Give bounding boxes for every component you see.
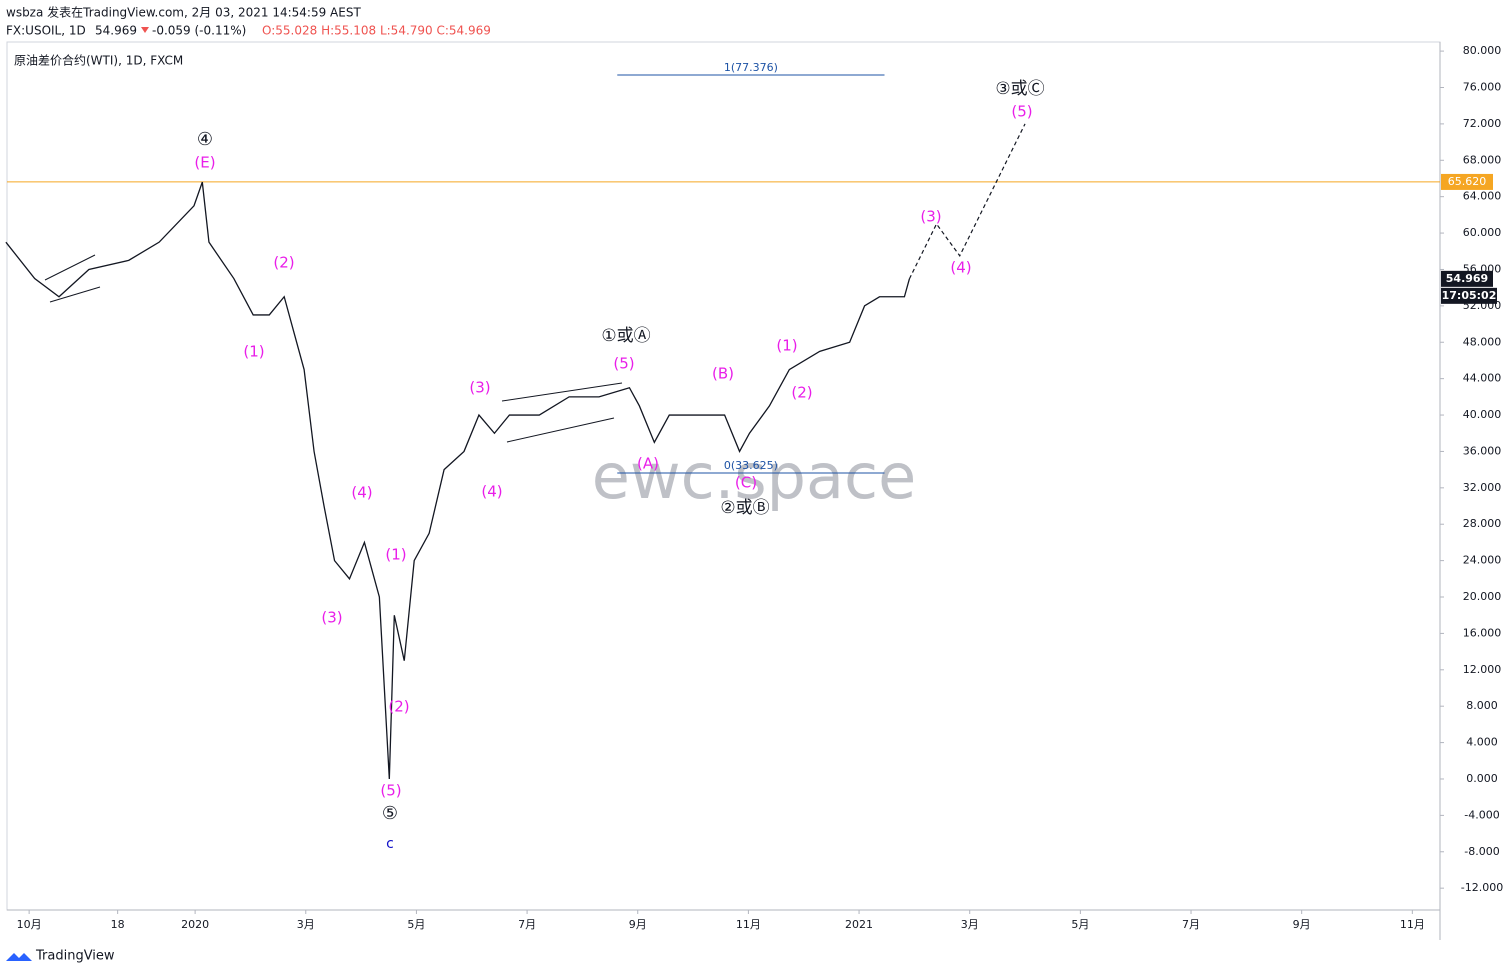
wedge-line (506, 417, 615, 443)
wave-label: (4) (950, 259, 971, 277)
x-tick-label: 7月 (518, 918, 536, 931)
y-tick-label: 80.000 (1463, 44, 1502, 57)
wedge-line (49, 286, 101, 303)
x-tick-label: 5月 (407, 918, 425, 931)
wave-label: (1) (385, 546, 406, 564)
wedges (44, 254, 623, 443)
x-tick-label: 9月 (1293, 918, 1311, 931)
wave-label: (1) (243, 343, 264, 361)
y-tick-label: 12.000 (1463, 663, 1502, 676)
wave-label: (5) (613, 355, 634, 373)
wave-label: (C) (735, 474, 757, 492)
projection-line (908, 123, 1026, 280)
y-tick-label: 40.000 (1463, 408, 1502, 421)
wedge-line (44, 254, 96, 281)
y-tick-label: 36.000 (1463, 444, 1502, 457)
x-tick-label: 3月 (297, 918, 315, 931)
wave-label: (3) (321, 609, 342, 627)
wave-label: ④ (197, 129, 213, 150)
x-tick-label: 5月 (1071, 918, 1089, 931)
fib-label: 1(77.376) (724, 61, 778, 74)
x-tick-label: 10月 (17, 918, 42, 931)
x-tick-label: 2021 (845, 918, 873, 931)
symbol: FX:USOIL, 1D (6, 24, 86, 38)
y-tick-label: -8.000 (1464, 845, 1499, 858)
y-tick-label: 48.000 (1463, 335, 1502, 348)
wave-label: (2) (273, 254, 294, 272)
down-arrow (141, 27, 149, 33)
y-tick-label: 64.000 (1463, 190, 1502, 203)
chart-title: 原油差价合约(WTI), 1D, FXCM (14, 53, 183, 68)
y-tick-label: 16.000 (1463, 626, 1502, 639)
fib-label: 0(33.625) (724, 459, 778, 472)
price-line (5, 181, 911, 780)
wave-label: ①或Ⓐ (601, 326, 650, 346)
y-tick-label: 8.000 (1466, 699, 1498, 712)
y-tick-label: -4.000 (1464, 808, 1499, 821)
last-price-label: 54.969 (1446, 272, 1488, 285)
wave-label: (1) (776, 337, 797, 355)
wave-label: (2) (388, 698, 409, 716)
level-tag (1441, 173, 1493, 190)
wave-label: ③或Ⓒ (995, 79, 1044, 99)
wave-label: (5) (380, 782, 401, 800)
wave-label: (4) (351, 484, 372, 502)
y-tick-label: 4.000 (1466, 736, 1498, 749)
logo: TradingView (35, 949, 115, 964)
x-tick-label: 2020 (181, 918, 209, 931)
y-tick-label: 0.000 (1466, 772, 1498, 785)
wedge-line (501, 382, 623, 402)
x-tick-label: 11月 (1400, 918, 1425, 931)
wave-label: (4) (481, 483, 502, 501)
wave-label: (3) (469, 379, 490, 397)
countdown-label: 17:05:02 (1442, 289, 1497, 302)
wave-label: (3) (920, 208, 941, 226)
wave-label: ⑤ (382, 803, 398, 824)
author-line: wsbza 发表在TradingView.com, 2月 03, 2021 14… (6, 5, 361, 20)
y-tick-label: -12.000 (1461, 881, 1503, 894)
watermark: ewc.space (592, 440, 917, 513)
logo-icon (6, 953, 32, 961)
last-price-tag (1441, 270, 1493, 287)
wave-label: (B) (712, 365, 734, 383)
x-tick-label: 18 (111, 918, 125, 931)
y-tick-label: 28.000 (1463, 517, 1502, 530)
wave-label: (5) (1011, 103, 1032, 121)
wave-label: (E) (194, 154, 215, 172)
wave-label: ②或Ⓑ (720, 498, 769, 518)
last-price: 54.969 (95, 24, 137, 38)
level-label: 65.620 (1448, 175, 1487, 188)
y-tick-label: 20.000 (1463, 590, 1502, 603)
y-tick-label: 32.000 (1463, 481, 1502, 494)
countdown-tag (1441, 287, 1497, 304)
x-tick-label: 7月 (1182, 918, 1200, 931)
y-tick-label: 24.000 (1463, 554, 1502, 567)
y-tick-label: 44.000 (1463, 372, 1502, 385)
y-tick-label: 76.000 (1463, 80, 1502, 93)
y-tick-label: 68.000 (1463, 153, 1502, 166)
x-tick-label: 3月 (961, 918, 979, 931)
x-tick-label: 9月 (629, 918, 647, 931)
wave-label: (2) (791, 384, 812, 402)
wave-label: c (386, 836, 394, 852)
y-tick-label: 60.000 (1463, 226, 1502, 239)
ohlc: O:55.028 H:55.108 L:54.790 C:54.969 (262, 24, 491, 38)
y-tick-label: 72.000 (1463, 117, 1502, 130)
change: -0.059 (-0.11%) (152, 24, 246, 38)
x-tick-label: 11月 (736, 918, 761, 931)
wave-label: (A) (637, 455, 659, 473)
